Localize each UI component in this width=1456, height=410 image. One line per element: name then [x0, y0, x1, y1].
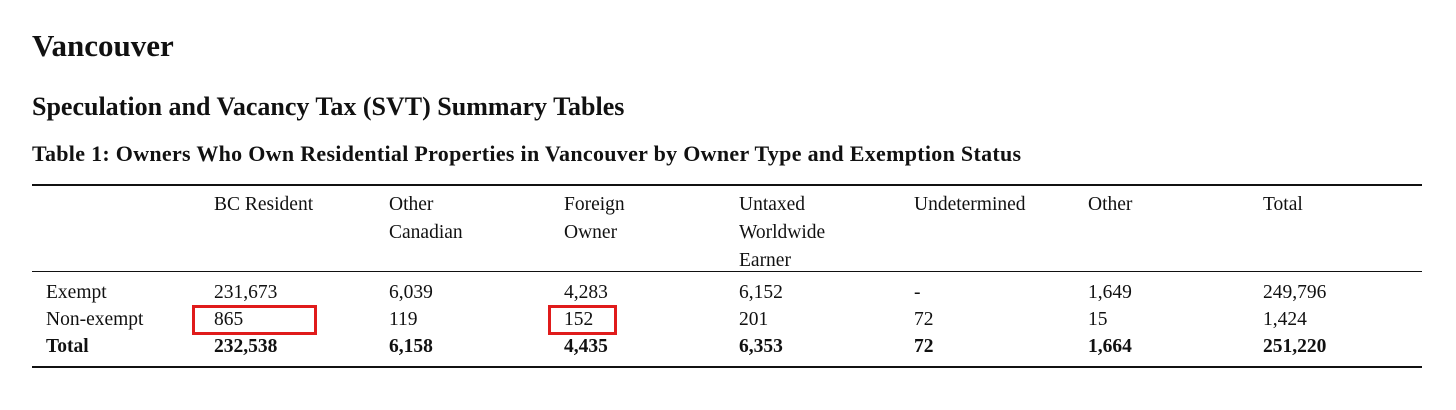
column-header: Other — [1088, 194, 1133, 215]
column-header: Total — [1263, 194, 1303, 215]
column-header: Worldwide — [739, 222, 826, 243]
highlight-box — [548, 305, 617, 335]
column-header: Untaxed — [739, 194, 806, 215]
table-cell: 72 — [914, 336, 934, 357]
table-cell: 15 — [1088, 309, 1108, 330]
column-header: Canadian — [389, 222, 463, 243]
table-cell: 4,283 — [564, 282, 608, 303]
mid-rule — [32, 271, 1422, 272]
top-rule — [32, 184, 1422, 186]
table-cell: 232,538 — [214, 336, 278, 357]
table-cell: 249,796 — [1263, 282, 1327, 303]
table-cell: 201 — [739, 309, 769, 330]
table-cell: 231,673 — [214, 282, 278, 303]
table-cell: - — [914, 282, 921, 303]
table-cell: 4,435 — [564, 336, 608, 357]
table-cell: 6,152 — [739, 282, 783, 303]
row-label: Total — [46, 336, 89, 357]
column-header: Undetermined — [914, 194, 1026, 215]
column-header: Earner — [739, 250, 791, 271]
table-cell: 152 — [564, 309, 594, 330]
table-caption: Table 1: Owners Who Own Residential Prop… — [32, 141, 1022, 166]
table-cell: 6,353 — [739, 336, 783, 357]
row-label: Exempt — [46, 282, 107, 303]
table-cell: 119 — [389, 309, 418, 330]
bottom-rule — [32, 366, 1422, 368]
table-cell: 1,424 — [1263, 309, 1307, 330]
column-header: BC Resident — [214, 194, 314, 215]
table-cell: 6,039 — [389, 282, 433, 303]
column-header: Foreign — [564, 194, 625, 215]
table-cell: 72 — [914, 309, 934, 330]
table-cell: 1,664 — [1088, 336, 1132, 357]
table-cell: 865 — [214, 309, 244, 330]
column-header: Other — [389, 194, 434, 215]
title: Vancouver — [32, 28, 174, 63]
column-header: Owner — [564, 222, 618, 243]
subtitle: Speculation and Vacancy Tax (SVT) Summar… — [32, 92, 625, 121]
highlight-box — [192, 305, 317, 335]
row-label: Non-exempt — [46, 309, 144, 330]
table-cell: 251,220 — [1263, 336, 1327, 357]
table-cell: 1,649 — [1088, 282, 1132, 303]
table-cell: 6,158 — [389, 336, 433, 357]
